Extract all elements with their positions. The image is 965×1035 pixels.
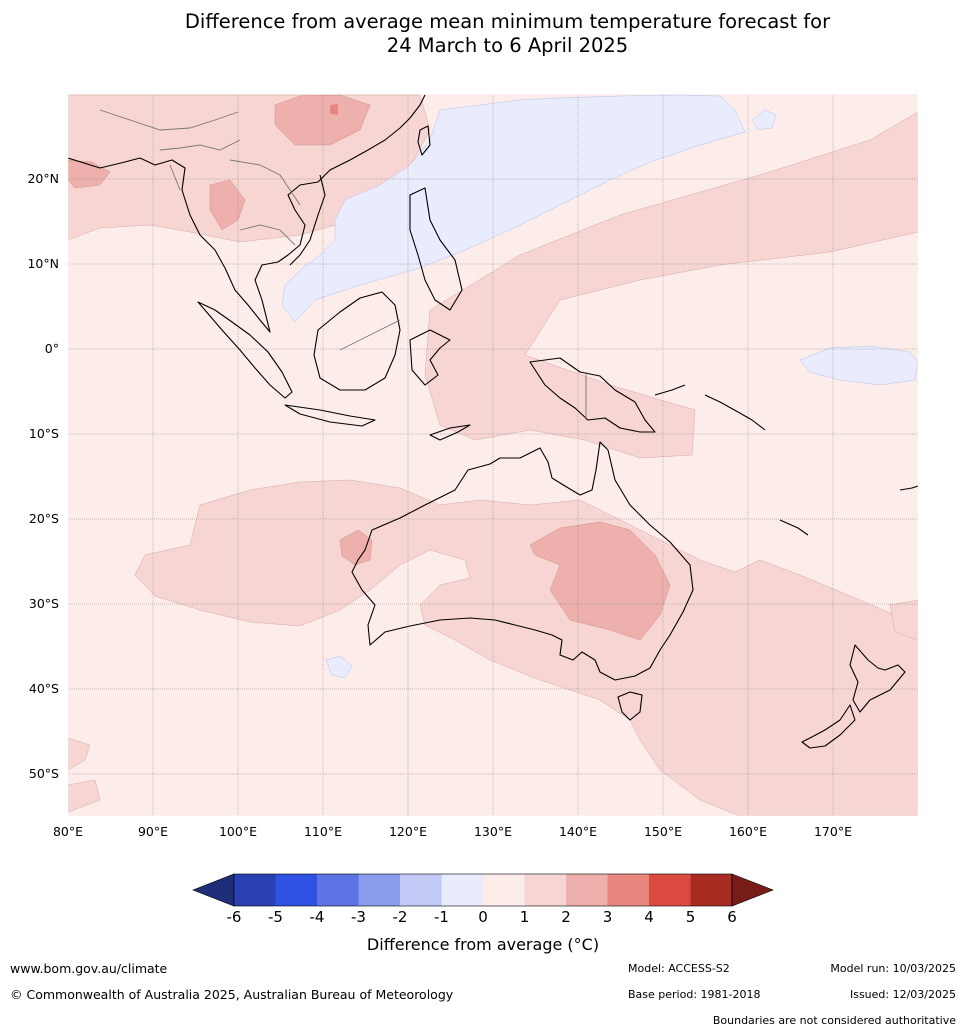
new-zealand-north-coastline [849, 644, 906, 713]
colorbar-swatch [441, 874, 483, 906]
issued-date: Issued: 12/03/2025 [849, 988, 956, 1001]
colorbar-tick-label: 5 [686, 908, 696, 926]
lon-tick-label: 150°E [644, 824, 682, 839]
lon-tick-label: 100°E [219, 824, 257, 839]
colorbar-ticks: -6 -5 -4 -3 -2 -1 0 1 2 3 4 5 6 [227, 908, 737, 926]
lat-tick-label: 20°N [27, 171, 59, 186]
colorbar-tick-label: 1 [520, 908, 530, 926]
base-period: Base period: 1981-2018 [628, 988, 761, 1001]
lon-tick-label: 140°E [559, 824, 597, 839]
model-name: Model: ACCESS-S2 [628, 962, 730, 975]
sumatra-coastline [197, 301, 293, 399]
taiwan-coastline [417, 125, 431, 156]
colorbar-tick-label: -3 [351, 908, 366, 926]
colorbar-swatch [275, 874, 317, 906]
lon-tick-label: 80°E [53, 824, 83, 839]
anomaly-3-to-4-region [330, 104, 338, 115]
colorbar-tick-label: 2 [561, 908, 571, 926]
lon-tick-label: 110°E [304, 824, 342, 839]
colorbar-tick-label: -4 [310, 908, 325, 926]
map-frame [67, 93, 919, 817]
colorbar-swatch [400, 874, 442, 906]
colorbar-swatch [234, 874, 276, 906]
new-guinea-coastline [529, 357, 656, 433]
copyright-text: © Commonwealth of Australia 2025, Austra… [10, 987, 454, 1002]
sulawesi-coastline [409, 329, 451, 386]
indochina-coastline [289, 174, 326, 266]
lon-tick-label: 130°E [474, 824, 512, 839]
colorbar-tick-label: -5 [268, 908, 283, 926]
longitude-labels: 80°E 90°E 100°E 110°E 120°E 130°E 140°E … [53, 824, 852, 839]
colorbar-tick-label: -6 [227, 908, 242, 926]
lat-tick-label: 50°S [29, 766, 59, 781]
lon-tick-label: 170°E [814, 824, 852, 839]
lon-tick-label: 160°E [729, 824, 767, 839]
country-borders [99, 109, 587, 420]
lon-tick-label: 120°E [389, 824, 427, 839]
pacific-islands-coastline [654, 384, 918, 536]
java-coastline [284, 404, 376, 427]
lat-tick-label: 40°S [29, 681, 59, 696]
colorbar-frame [233, 873, 733, 907]
colorbar-tick-label: 6 [727, 908, 737, 926]
lat-tick-label: 30°S [29, 596, 59, 611]
anomaly-neg1-to-0-regions [281, 94, 918, 679]
lon-tick-label: 90°E [138, 824, 168, 839]
tasmania-coastline [617, 691, 643, 721]
colorbar-tick-label: -2 [393, 908, 408, 926]
new-zealand-south-coastline [801, 704, 856, 749]
colorbar-tick-label: 3 [603, 908, 613, 926]
colorbar-swatch [690, 874, 732, 906]
colorbar-swatch [649, 874, 691, 906]
colorbar-swatch [317, 874, 359, 906]
anomaly-2-to-3-regions [68, 94, 671, 641]
australia-coastline [351, 441, 694, 681]
model-run-date: Model run: 10/03/2025 [830, 962, 956, 975]
website-link[interactable]: www.bom.gov.au/climate [10, 961, 168, 976]
colorbar [192, 873, 774, 907]
timor-coastline [429, 424, 471, 441]
borneo-coastline [313, 291, 401, 391]
colorbar-swatch [607, 874, 649, 906]
colorbar-swatch [483, 874, 525, 906]
philippines-coastline [409, 187, 463, 311]
anomaly-1-to-2-regions [68, 94, 918, 816]
colorbar-tick-label: 4 [644, 908, 654, 926]
lat-tick-label: 20°S [29, 511, 59, 526]
colorbar-tick-label: -1 [434, 908, 449, 926]
colorbar-label: Difference from average (°C) [367, 935, 599, 954]
lat-tick-label: 10°N [27, 256, 59, 271]
map-gridlines [68, 94, 918, 816]
boundaries-disclaimer: Boundaries are not considered authoritat… [712, 1014, 956, 1027]
colorbar-tick-label: 0 [478, 908, 488, 926]
colorbar-swatch [524, 874, 566, 906]
colorbar-swatch [566, 874, 608, 906]
asia-mainland-coastline [68, 94, 426, 333]
colorbar-high-extension [731, 873, 774, 907]
map-title: Difference from average mean minimum tem… [0, 10, 965, 58]
lat-tick-label: 10°S [29, 426, 59, 441]
title-line-2: 24 March to 6 April 2025 [386, 34, 629, 57]
latitude-labels: 20°N 10°N 0° 10°S 20°S 30°S 40°S 50°S [27, 171, 59, 781]
colorbar-low-extension [192, 873, 235, 907]
colorbar-swatch [358, 874, 400, 906]
lat-tick-label: 0° [45, 341, 59, 356]
title-line-1: Difference from average mean minimum tem… [184, 10, 831, 33]
